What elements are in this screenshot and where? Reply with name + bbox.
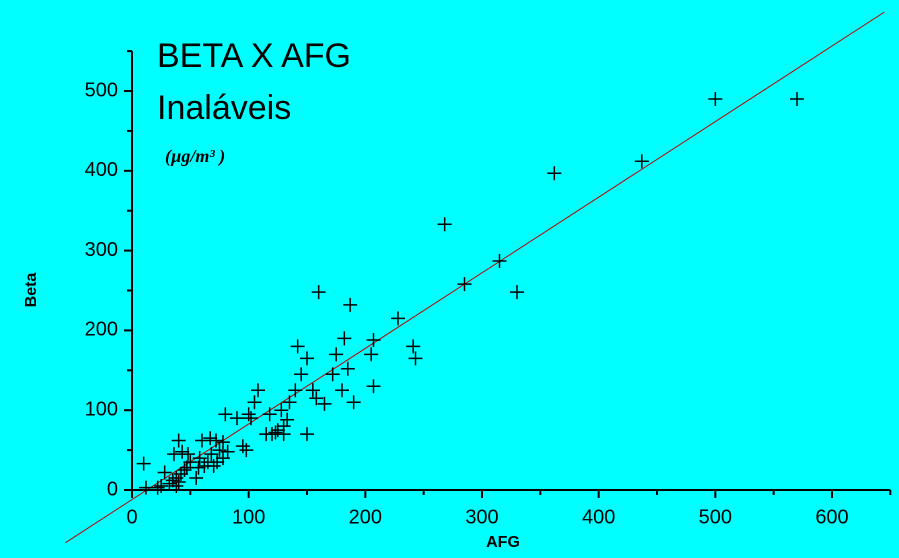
data-point (239, 443, 254, 458)
data-point (340, 361, 355, 376)
data-point (171, 475, 186, 490)
data-point (230, 411, 244, 426)
y-tick-label: 100 (85, 398, 118, 420)
data-point (179, 460, 194, 475)
x-axis-label: AFG (486, 534, 520, 551)
data-point (276, 419, 291, 434)
x-tick-label: 200 (349, 506, 382, 528)
y-tick-label: 400 (85, 159, 118, 181)
y-tick-label: 300 (85, 239, 118, 261)
data-point (406, 339, 421, 354)
y-tick-label: 200 (85, 319, 118, 341)
data-point (300, 351, 314, 366)
data-point (280, 412, 295, 427)
x-tick-label: 500 (699, 506, 732, 528)
data-point (547, 166, 562, 181)
data-point (634, 154, 649, 169)
data-point (209, 433, 223, 448)
data-point (183, 455, 198, 470)
data-point (218, 407, 233, 422)
y-tick-label: 0 (107, 478, 118, 500)
data-point (309, 391, 324, 406)
data-point (790, 91, 804, 106)
data-point (305, 383, 320, 398)
data-point (136, 456, 151, 471)
trend-line (65, 11, 885, 544)
unit-label: (µg/m³ ) (165, 146, 225, 167)
data-point (247, 395, 262, 410)
data-point (288, 383, 303, 398)
data-point (294, 367, 309, 382)
data-point (167, 447, 181, 462)
data-point (335, 383, 349, 398)
data-point (317, 396, 332, 411)
y-tick-label: 500 (85, 79, 118, 101)
data-point (216, 435, 230, 450)
data-point (165, 473, 180, 488)
data-point (346, 395, 361, 410)
data-point (191, 460, 206, 475)
data-point (311, 285, 326, 300)
data-point (150, 480, 165, 495)
data-point (244, 411, 258, 426)
x-tick-label: 300 (465, 506, 498, 528)
data-point (325, 367, 340, 382)
data-point (154, 479, 169, 494)
x-tick-label: 400 (582, 506, 615, 528)
x-tick-label: 0 (126, 506, 137, 528)
data-point (177, 463, 192, 478)
data-point (391, 311, 405, 326)
data-point (510, 285, 524, 300)
data-point (157, 465, 172, 480)
x-tick-label: 600 (815, 506, 848, 528)
data-point (337, 331, 352, 346)
data-point (329, 347, 344, 362)
chart-title: BETA X AFG (157, 37, 351, 75)
data-point (212, 443, 227, 458)
data-point (262, 407, 277, 422)
data-point (408, 351, 423, 366)
data-point (708, 91, 723, 106)
data-point (203, 431, 218, 446)
data-point (300, 427, 314, 442)
data-point (162, 476, 177, 491)
data-point (437, 217, 452, 232)
data-point (457, 277, 472, 292)
chart-subtitle: Inaláveis (157, 89, 291, 127)
data-point (282, 395, 297, 410)
data-point (492, 253, 507, 268)
data-point (192, 451, 207, 466)
data-point (366, 332, 381, 347)
data-point (189, 471, 204, 486)
data-point (181, 447, 195, 462)
data-point (175, 444, 190, 459)
data-point (274, 403, 289, 418)
data-point (220, 444, 235, 459)
data-point (268, 425, 283, 440)
data-point (366, 379, 381, 394)
data-point (195, 433, 209, 448)
data-point (251, 383, 265, 398)
data-point (204, 447, 219, 462)
x-tick-label: 100 (232, 506, 265, 528)
data-point (343, 297, 358, 312)
data-point (364, 347, 379, 362)
data-point (171, 433, 186, 448)
data-point (290, 339, 305, 354)
y-axis-label: Beta (23, 273, 40, 308)
